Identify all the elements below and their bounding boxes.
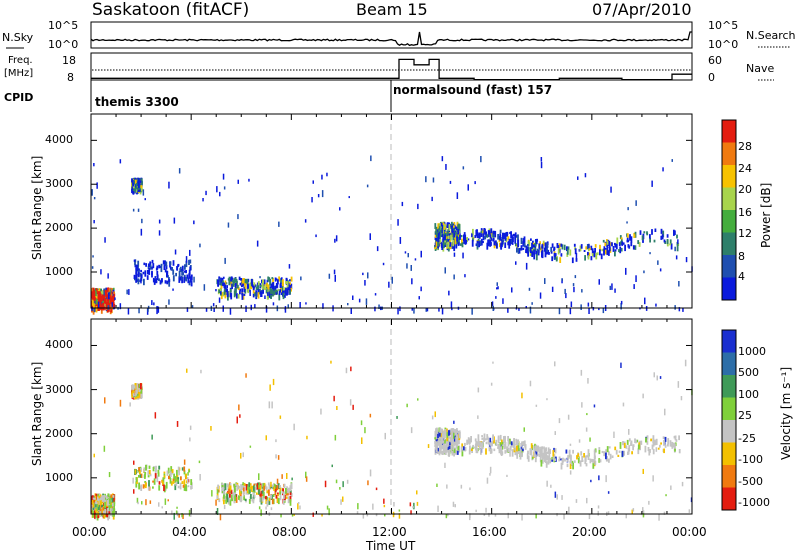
freq-right-tick-bottom: 0 [708,71,715,84]
velocity-panel: Slant Range [km] 1000 2000 3000 4000 100… [30,318,793,521]
freq-label-1: Freq. [8,55,33,66]
vel-cbar-tick-6: -100 [738,453,763,466]
velocity-scatter [91,359,693,521]
power-cbar-label: Power [dB] [759,183,773,248]
noise-panel: N.Sky 10^5 10^0 10^5 10^0 N.Search [2,19,796,51]
cpid-program-2: normalsound (fast) 157 [393,83,552,97]
power-cbar-tick-4: 4 [738,270,745,283]
nsky-label: N.Sky [2,31,34,44]
power-cbar-tick-24: 24 [738,162,752,175]
time-axis: 00:00 04:00 08:00 12:00 16:00 20:00 00:0… [72,525,707,553]
power-panel: Slant Range [km] 1000 2000 3000 4000 4 8… [30,113,773,315]
power-ytick-3000: 3000 [45,177,73,190]
beam-title: Beam 15 [356,0,428,19]
cpid-label: CPID [4,91,33,104]
cpid-panel: CPID themis 3300 normalsound (fast) 157 [4,80,552,112]
vel-cbar-tick-3: 100 [738,388,759,401]
velocity-ytick-4000: 4000 [45,338,73,351]
velocity-ytick-3000: 3000 [45,383,73,396]
station-title: Saskatoon (fitACF) [92,0,249,20]
cpid-program-1: themis 3300 [95,95,179,109]
vel-cbar-tick-8: -1000 [738,496,770,509]
vel-cbar-tick-4: 25 [738,409,752,422]
date-title: 07/Apr/2010 [592,0,692,19]
freq-left-tick-top: 18 [62,54,76,67]
vel-cbar-tick-2: 500 [738,366,759,379]
vel-cbar-tick-5: -25 [738,432,756,445]
power-colorbar [721,119,737,301]
xtick-4: 16:00 [472,525,507,539]
power-cbar-tick-12: 12 [738,227,752,240]
xtick-1: 04:00 [172,525,207,539]
xtick-6: 00:00 [672,525,707,539]
freq-right-tick-top: 60 [708,54,722,67]
velocity-colorbar [721,329,737,511]
vel-cbar-tick-1: 1000 [738,345,766,358]
noise-right-tick-top: 10^5 [708,19,738,32]
power-ytick-1000: 1000 [45,265,73,278]
noise-left-tick-top: 10^5 [48,19,78,32]
power-cbar-tick-8: 8 [738,250,745,263]
xtick-5: 20:00 [572,525,607,539]
freq-label-2: [MHz] [4,68,33,79]
noise-right-tick-bottom: 10^0 [708,38,738,51]
velocity-ylabel: Slant Range [km] [30,362,44,466]
freq-left-tick-bottom: 8 [67,71,74,84]
xaxis-label: Time UT [365,539,416,553]
velocity-ytick-1000: 1000 [45,471,73,484]
power-cbar-tick-16: 16 [738,206,752,219]
power-scatter [91,155,693,315]
power-ytick-2000: 2000 [45,221,73,234]
power-ylabel: Slant Range [km] [30,156,44,260]
velocity-cbar-label: Velocity [m s⁻¹] [779,367,793,460]
xtick-2: 08:00 [272,525,307,539]
power-ytick-4000: 4000 [45,133,73,146]
power-cbar-tick-20: 20 [738,183,752,196]
vel-cbar-tick-7: -500 [738,475,763,488]
xtick-3: 12:00 [372,525,407,539]
noise-left-tick-bottom: 10^0 [48,38,78,51]
frequency-panel: Freq. [MHz] 18 8 60 0 Nave [4,52,774,84]
nave-label: Nave [746,62,774,75]
noise-trace [90,31,692,47]
nsearch-label: N.Search [746,29,796,42]
velocity-ytick-2000: 2000 [45,427,73,440]
power-cbar-tick-28: 28 [738,140,752,153]
frequency-trace [91,58,692,81]
xtick-0: 00:00 [72,525,107,539]
